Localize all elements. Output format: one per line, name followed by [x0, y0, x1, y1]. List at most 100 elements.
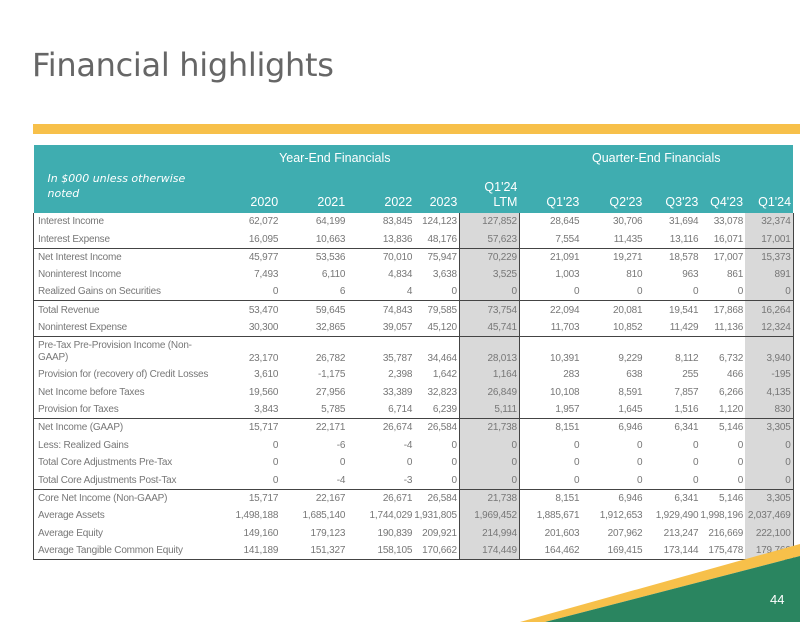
cell-value: 13,116 [669, 233, 699, 245]
cell-value: 11,435 [613, 233, 643, 245]
cell-value: 891 [745, 265, 794, 284]
cell-value: 1,969,452 [458, 506, 520, 525]
cell-value: 5,785 [321, 404, 346, 416]
table-row: Net Interest Income 45,977 53,536 70,010 75,… [33, 247, 794, 266]
cell-value: -1,175 [318, 369, 346, 381]
cell-value: 26,584 [414, 488, 460, 507]
cell-value: 3,638 [432, 269, 457, 281]
cell-value: 1,998,196 [700, 510, 744, 522]
row-label: Total Core Adjustments Post-Tax [33, 471, 211, 490]
cell-value: -6 [336, 439, 346, 451]
cell-value: 173,144 [644, 542, 701, 561]
cell-value: 16,071 [713, 233, 744, 245]
column-header: Q4'23 [700, 171, 746, 213]
cell-value: 31,694 [669, 216, 699, 228]
cell-value: 222,100 [745, 524, 794, 543]
cell-value: 6,341 [644, 488, 701, 507]
cell-value: 0 [458, 471, 520, 490]
table-row: Net Income before Taxes 19,560 27,956 33,38… [33, 383, 794, 402]
cell-value: 21,091 [519, 247, 582, 266]
row-label: Net Interest Income [33, 247, 211, 266]
cell-value: 0 [574, 439, 580, 451]
cell-value: 1,645 [618, 404, 643, 416]
cell-value: 6,732 [700, 335, 746, 367]
table-row: Net Income (GAAP) 15,717 22,171 26,674 26,58… [33, 418, 794, 437]
cell-value: 1,931,805 [414, 510, 457, 522]
table-row: Provision for Taxes 3,843 5,785 6,714 6,239 5… [33, 401, 794, 419]
cell-value: 0 [637, 474, 643, 486]
cell-value: 0 [272, 474, 279, 486]
cell-value: 19,560 [248, 387, 279, 399]
cell-value: -4 [336, 474, 346, 486]
cell-value: 3,843 [254, 404, 279, 416]
cell-value: 6,110 [321, 269, 346, 281]
cell-value: 70,010 [347, 247, 415, 266]
row-label: Interest Income [33, 213, 211, 231]
row-label: Noninterest Income [33, 265, 211, 284]
cell-value: 3,525 [458, 265, 520, 284]
cell-value: 2,037,469 [745, 506, 794, 525]
table-row: Noninterest Income 7,493 6,110 4,834 3,638 3,… [33, 265, 794, 284]
cell-value: 3,940 [745, 335, 794, 367]
cell-value: 15,717 [210, 488, 281, 507]
column-header: 2023 [414, 171, 460, 213]
cell-value: 127,852 [458, 213, 520, 231]
column-header: 2021 [280, 171, 348, 213]
cell-value: 6,266 [719, 387, 744, 399]
cell-value: 6,946 [581, 418, 645, 437]
cell-value: 0 [693, 286, 699, 298]
cell-value: 32,823 [427, 387, 458, 399]
cell-value: 20,081 [581, 300, 645, 319]
cell-value: 21,738 [458, 488, 520, 507]
cell-value: 34,464 [414, 335, 460, 367]
cell-value: 1,498,188 [235, 510, 279, 522]
cell-value: 0 [574, 457, 580, 469]
cell-value: 255 [682, 369, 699, 381]
cell-value: 53,470 [210, 300, 281, 319]
cell-value: 10,391 [519, 335, 582, 367]
cell-value: 17,868 [700, 300, 746, 319]
cell-value: 466 [726, 369, 744, 381]
group-year-end: Year-End Financials [210, 145, 460, 171]
cell-value: 8,151 [519, 418, 582, 437]
row-label: Noninterest Expense [33, 318, 211, 337]
cell-value: 0 [451, 457, 458, 469]
table-row: Realized Gains on Securities 0 6 4 0 0 0 0 0 0 0 [33, 283, 794, 301]
cell-value: 16,264 [745, 300, 794, 319]
cell-value: 33,389 [382, 387, 413, 399]
cell-value: 201,603 [544, 527, 580, 539]
cell-value: 6,714 [388, 404, 413, 416]
cell-value: 23,170 [210, 335, 281, 367]
cell-value: 169,415 [581, 542, 645, 561]
cell-value: 57,623 [458, 230, 520, 249]
cell-value: 0 [637, 457, 643, 469]
cell-value: 0 [574, 286, 580, 298]
cell-value: 1,885,671 [536, 510, 580, 522]
cell-value: 6,946 [581, 488, 645, 507]
cell-value: 59,645 [280, 300, 348, 319]
table-row: Noninterest Expense 30,300 32,865 39,057 45,… [33, 318, 794, 337]
cell-value: 79,585 [414, 300, 460, 319]
cell-value: 5,111 [458, 401, 520, 419]
table-row: Total Revenue 53,470 59,645 74,843 79,585 73,… [33, 300, 794, 319]
cell-value: 158,105 [347, 542, 415, 561]
cell-value: 28,013 [458, 335, 520, 367]
cell-value: 83,845 [382, 216, 413, 228]
cell-value: 170,662 [414, 542, 460, 561]
cell-value: 8,151 [519, 488, 582, 507]
row-label: Core Net Income (Non-GAAP) [33, 488, 211, 507]
cell-value: 26,782 [280, 335, 348, 367]
cell-value: 28,645 [550, 216, 580, 228]
table-row: Average Tangible Common Equity 141,189 151… [33, 542, 794, 561]
cell-value: 0 [406, 457, 413, 469]
cell-value: 0 [737, 286, 744, 298]
cell-value: 214,994 [458, 524, 520, 543]
cell-value: 26,671 [347, 488, 415, 507]
cell-value: 1,516 [674, 404, 699, 416]
table-row: Provision for (recovery of) Credit Losse… [33, 366, 794, 384]
cell-value: 75,947 [414, 247, 460, 266]
cell-value: 0 [458, 454, 520, 472]
cell-value: 1,929,490 [655, 510, 699, 522]
cell-value: 1,164 [458, 366, 520, 384]
cell-value: 149,160 [243, 527, 279, 539]
